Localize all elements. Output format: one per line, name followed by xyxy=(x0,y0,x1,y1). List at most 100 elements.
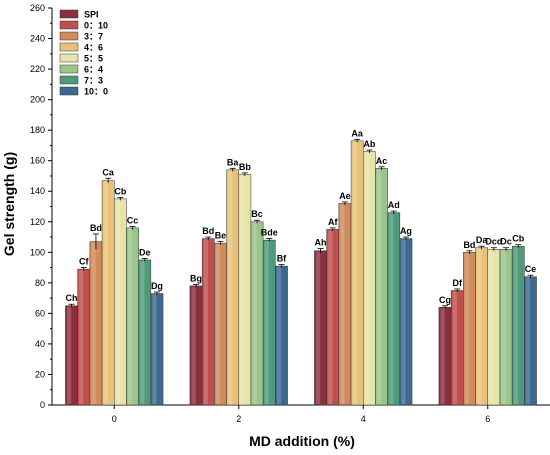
bar-label: Ce xyxy=(525,264,537,274)
bar-highlight xyxy=(240,175,245,404)
bar-highlight xyxy=(127,228,133,404)
y-tick-label: 100 xyxy=(30,247,45,257)
legend-label: 5：5 xyxy=(84,54,103,64)
bar-label: Bg xyxy=(190,273,202,283)
legend-swatch xyxy=(59,9,79,19)
y-tick-label: 220 xyxy=(30,64,45,74)
bar-highlight xyxy=(328,230,333,404)
legend-label: 7：3 xyxy=(84,76,103,86)
legend-swatch xyxy=(59,86,79,96)
bar-highlight xyxy=(389,213,394,404)
y-tick-label: 240 xyxy=(30,34,45,44)
bar-label: Aa xyxy=(351,128,363,138)
bar-highlight xyxy=(440,308,445,404)
legend-label: 4：6 xyxy=(84,43,103,53)
x-tick-label: 2 xyxy=(236,414,241,424)
bar-highlight xyxy=(66,306,72,404)
bar-label: Be xyxy=(215,231,227,241)
bar-label: Dc xyxy=(500,237,512,247)
bar-label: Bd xyxy=(90,223,102,233)
legend-swatch xyxy=(59,42,79,52)
y-tick-label: 180 xyxy=(30,125,45,135)
bar-highlight xyxy=(352,141,357,405)
bar-label: Bf xyxy=(277,254,287,264)
bar-label: Ag xyxy=(400,226,412,236)
bar-highlight xyxy=(191,286,196,404)
y-tick-label: 260 xyxy=(30,3,45,13)
bar-label: De xyxy=(139,247,151,257)
y-tick-label: 120 xyxy=(30,217,45,227)
bar-highlight xyxy=(252,222,257,404)
bar-label: Cf xyxy=(79,257,89,267)
bar-highlight xyxy=(152,294,157,404)
legend-label: 3：7 xyxy=(84,32,103,42)
bar-label: Cb xyxy=(512,234,524,244)
bar-highlight xyxy=(228,170,233,404)
legend-swatch xyxy=(59,75,79,85)
y-tick-label: 200 xyxy=(30,95,45,105)
y-axis-title: Gel strength (g) xyxy=(1,152,17,256)
bar-label: Bd xyxy=(463,240,475,250)
y-tick-label: 0 xyxy=(40,400,45,410)
bar-label: Ae xyxy=(339,191,351,201)
bar-highlight xyxy=(264,241,269,404)
x-axis-title: MD addition (%) xyxy=(249,433,355,449)
bar-label: Df xyxy=(453,278,463,288)
y-tick-label: 40 xyxy=(35,339,45,349)
legend-label: 0：10 xyxy=(84,21,108,31)
x-tick-label: 6 xyxy=(485,414,490,424)
bar-highlight xyxy=(525,277,531,404)
bar-label: Cb xyxy=(114,186,126,196)
legend-label: SPI xyxy=(84,10,99,20)
bar-highlight xyxy=(501,250,506,404)
bar-highlight xyxy=(464,253,470,404)
bar-highlight xyxy=(315,251,321,404)
legend-label: 10：0 xyxy=(84,87,108,97)
bar-label: Bb xyxy=(239,162,251,172)
bar-highlight xyxy=(340,204,345,404)
bar-highlight xyxy=(115,199,121,404)
bar-label: Da xyxy=(476,235,488,245)
bar-highlight xyxy=(489,250,494,404)
bar-highlight xyxy=(276,267,282,404)
bar-highlight xyxy=(477,248,482,404)
bar-label: Cg xyxy=(439,295,451,305)
y-tick-label: 140 xyxy=(30,186,45,196)
legend-swatch xyxy=(59,31,79,41)
bar-highlight xyxy=(91,242,96,404)
legend-label: 6：4 xyxy=(84,65,103,75)
bar-highlight xyxy=(376,169,382,404)
x-tick-label: 4 xyxy=(361,414,366,424)
bar-label: Bc xyxy=(251,209,263,219)
bar-highlight xyxy=(215,244,221,404)
bar-label: Ad xyxy=(388,200,400,210)
bar-label: Af xyxy=(328,217,338,227)
y-tick-label: 20 xyxy=(35,369,45,379)
bar-label: Ah xyxy=(315,237,327,247)
y-tick-label: 60 xyxy=(35,308,45,318)
bar-label: Ba xyxy=(227,157,239,167)
legend-swatch xyxy=(59,20,79,30)
x-tick-label: 0 xyxy=(112,414,117,424)
bar-label: Dcd xyxy=(485,237,502,247)
bar-highlight xyxy=(203,239,208,404)
legend-swatch xyxy=(59,53,79,63)
bar-label: Ch xyxy=(66,293,78,303)
legend-swatch xyxy=(59,64,79,74)
bar-label: Bde xyxy=(261,228,278,238)
bar-highlight xyxy=(140,260,145,404)
bar-label: Cc xyxy=(127,215,139,225)
bar-highlight xyxy=(401,239,406,404)
y-tick-label: 80 xyxy=(35,278,45,288)
y-axis: 0 20 40 60 80 100 120 140 160 180 200 220 240 260 xyxy=(30,3,52,410)
bar-highlight xyxy=(103,181,108,404)
bar-label: Ca xyxy=(102,167,114,177)
bar-label: Ac xyxy=(376,156,388,166)
bar-label: Dg xyxy=(151,281,163,291)
y-tick-label: 160 xyxy=(30,156,45,166)
bar-highlight xyxy=(364,152,370,404)
bar-highlight xyxy=(452,291,457,404)
